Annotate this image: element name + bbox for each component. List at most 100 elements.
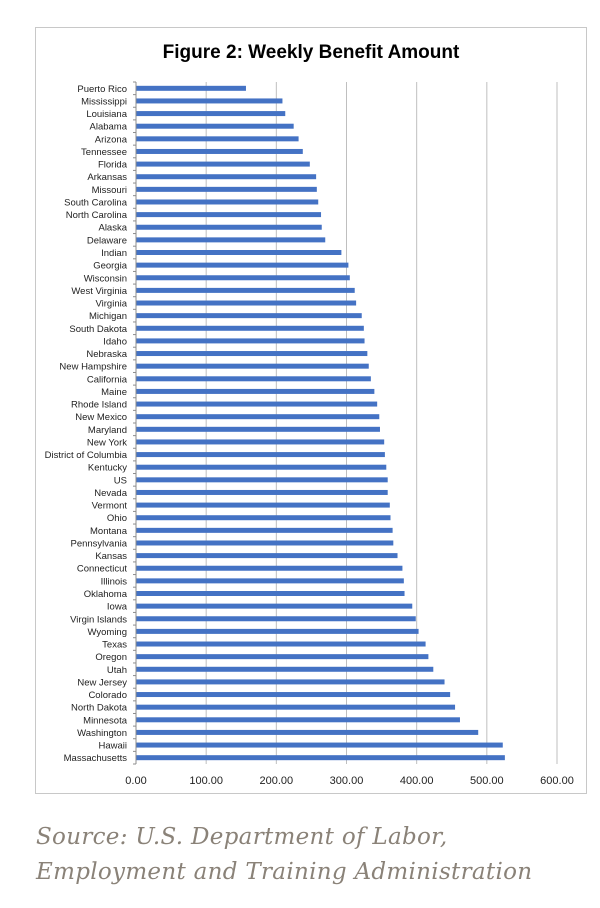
bar xyxy=(136,426,380,432)
source-line-2: Employment and Training Administration xyxy=(36,859,533,885)
bar xyxy=(136,237,326,243)
category-label: Louisiana xyxy=(86,109,127,120)
bar xyxy=(136,616,416,622)
chart-title: Figure 2: Weekly Benefit Amount xyxy=(163,42,460,63)
bar-chart: Figure 2: Weekly Benefit Amount 0.00 100.0… xyxy=(45,42,574,787)
category-label: Michigan xyxy=(89,311,127,322)
bar xyxy=(136,755,505,761)
category-label: Nebraska xyxy=(86,349,127,360)
bar xyxy=(136,628,419,634)
bar xyxy=(136,477,388,483)
category-label: Ohio xyxy=(107,513,127,524)
bar xyxy=(136,540,394,546)
category-label: Florida xyxy=(98,160,128,171)
category-label: Indian xyxy=(101,248,127,259)
bar xyxy=(136,212,322,218)
category-label: Nevada xyxy=(94,488,127,499)
x-tick-label: 400.00 xyxy=(400,775,434,787)
chart-frame: Figure 2: Weekly Benefit Amount 0.00 100.0… xyxy=(35,27,587,794)
bar xyxy=(136,515,391,521)
bar xyxy=(136,553,398,559)
category-label: Rhode Island xyxy=(71,400,127,411)
bar xyxy=(136,363,369,369)
category-label: Maryland xyxy=(88,425,127,436)
source-line-1: Source: U.S. Department of Labor, xyxy=(36,824,448,850)
bar xyxy=(136,376,371,382)
bar xyxy=(136,464,387,470)
bar xyxy=(136,338,365,344)
category-label: Kentucky xyxy=(88,463,127,474)
category-label: Pennsylvania xyxy=(70,538,127,549)
bar xyxy=(136,148,303,154)
bar xyxy=(136,578,404,584)
category-label: South Dakota xyxy=(69,324,127,335)
category-label: Oklahoma xyxy=(84,589,128,600)
category-label: Illinois xyxy=(101,576,128,587)
category-label: Mississippi xyxy=(81,96,127,107)
bar xyxy=(136,388,375,394)
x-tick-label: 200.00 xyxy=(260,775,294,787)
bar xyxy=(136,250,342,255)
x-tick-label: 500.00 xyxy=(470,775,504,787)
x-tick-label: 300.00 xyxy=(330,775,364,787)
category-label: Virgin Islands xyxy=(70,614,127,625)
category-label: Tennessee xyxy=(81,147,127,158)
bar xyxy=(136,414,380,420)
category-label: Colorado xyxy=(88,690,127,701)
category-label: Texas xyxy=(102,640,127,651)
category-label: Kansas xyxy=(95,551,127,562)
bar xyxy=(136,325,364,331)
category-label: New Jersey xyxy=(77,677,127,688)
bar xyxy=(136,224,322,230)
bar xyxy=(136,439,385,445)
bar xyxy=(136,186,317,192)
bar xyxy=(136,679,445,685)
bar xyxy=(136,489,388,495)
category-label: West Virginia xyxy=(71,286,127,297)
bar xyxy=(136,275,350,281)
category-label: Virginia xyxy=(95,299,127,310)
bar xyxy=(136,287,355,293)
bar xyxy=(136,565,403,571)
bar xyxy=(136,452,385,458)
bar xyxy=(136,351,368,357)
bar xyxy=(136,717,460,723)
bar xyxy=(136,401,378,407)
x-tick-label: 600.00 xyxy=(540,775,574,787)
bar xyxy=(136,98,283,104)
bar xyxy=(136,641,426,647)
bar xyxy=(136,136,299,142)
x-tick-label: 0.00 xyxy=(125,775,146,787)
bar xyxy=(136,262,349,268)
category-label: Vermont xyxy=(92,501,128,512)
bar xyxy=(136,85,246,91)
bar xyxy=(136,654,429,660)
category-label: Massachusetts xyxy=(64,753,128,764)
category-label: Utah xyxy=(107,665,127,676)
bar xyxy=(136,161,310,167)
bar xyxy=(136,174,317,180)
bar xyxy=(136,742,503,748)
bar xyxy=(136,729,479,735)
category-label: Arkansas xyxy=(87,172,127,183)
category-label: Washington xyxy=(77,728,127,739)
category-label: South Carolina xyxy=(64,197,128,208)
category-label: Delaware xyxy=(87,235,127,246)
category-label: Montana xyxy=(90,526,128,537)
bar xyxy=(136,123,294,129)
bar xyxy=(136,591,405,596)
category-label: Alabama xyxy=(90,122,128,133)
category-label: Arizona xyxy=(95,134,128,145)
category-label: US xyxy=(114,475,127,486)
category-label: Idaho xyxy=(103,336,127,347)
category-label: Georgia xyxy=(93,261,128,272)
category-label: Oregon xyxy=(95,652,127,663)
category-label: Iowa xyxy=(107,602,128,613)
category-label: New Mexico xyxy=(75,412,127,423)
category-label: Maine xyxy=(101,387,127,398)
category-label: District of Columbia xyxy=(45,450,128,461)
category-label: Puerto Rico xyxy=(77,84,127,95)
category-label: Wisconsin xyxy=(84,273,127,284)
x-tick-label: 100.00 xyxy=(189,775,223,787)
category-label: Minnesota xyxy=(83,715,128,726)
